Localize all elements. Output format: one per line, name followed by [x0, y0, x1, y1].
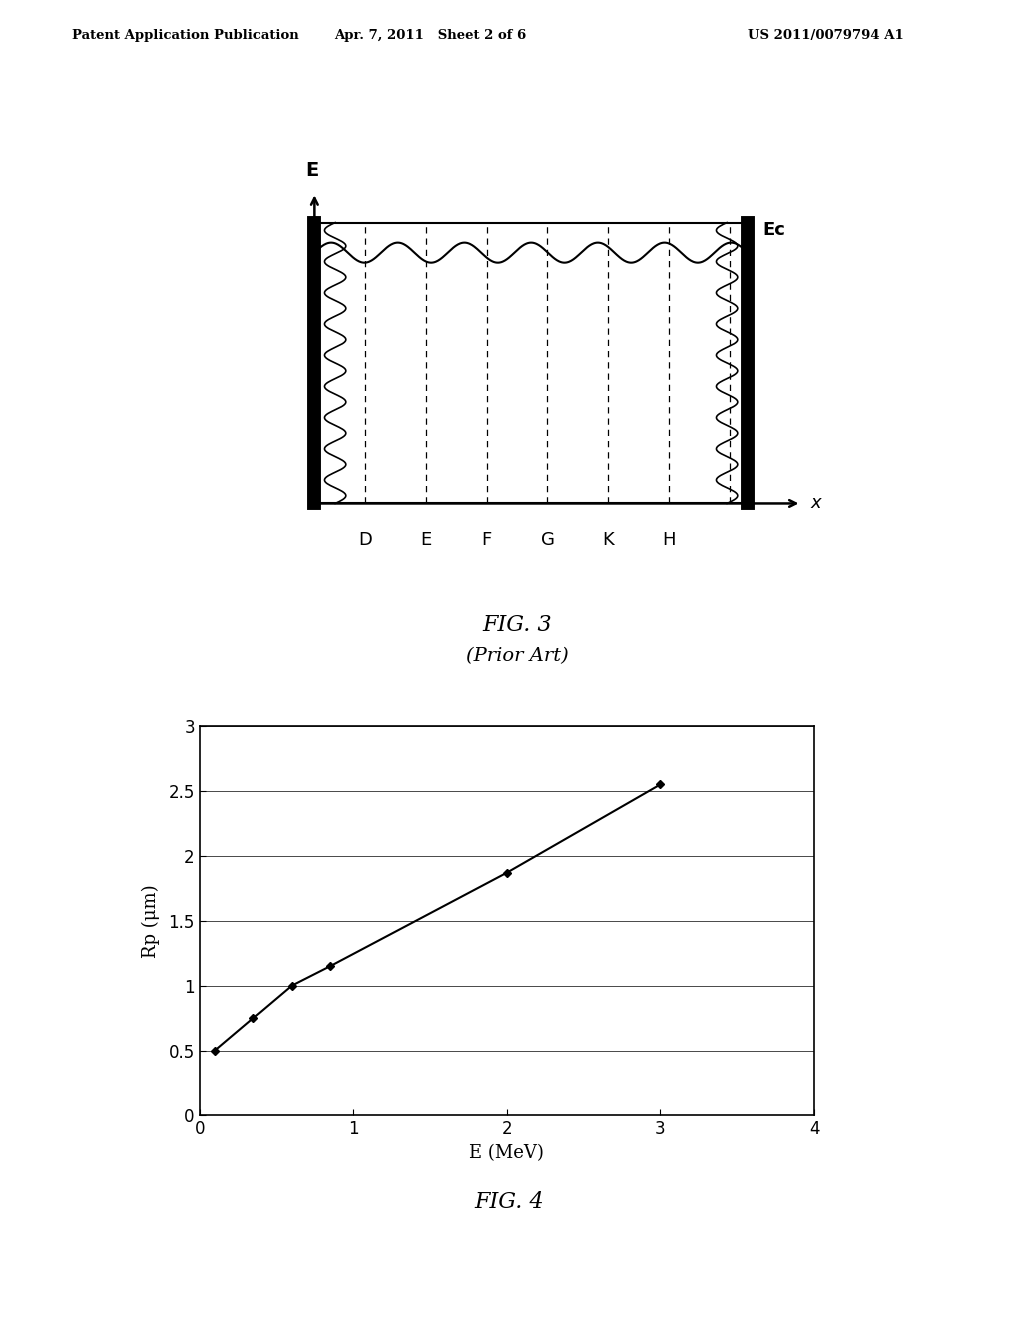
Text: US 2011/0079794 A1: US 2011/0079794 A1	[748, 29, 903, 42]
Text: Patent Application Publication: Patent Application Publication	[72, 29, 298, 42]
Y-axis label: Rp (μm): Rp (μm)	[142, 884, 160, 957]
Text: K: K	[602, 531, 614, 549]
Text: H: H	[663, 531, 676, 549]
Text: Ec: Ec	[763, 220, 785, 239]
Text: FIG. 3: FIG. 3	[482, 614, 552, 636]
Text: E: E	[305, 161, 318, 180]
X-axis label: E (MeV): E (MeV)	[469, 1144, 545, 1162]
Text: D: D	[358, 531, 372, 549]
Text: x: x	[810, 495, 821, 512]
Text: FIG. 4: FIG. 4	[474, 1191, 544, 1213]
Text: Apr. 7, 2011   Sheet 2 of 6: Apr. 7, 2011 Sheet 2 of 6	[334, 29, 526, 42]
Text: (Prior Art): (Prior Art)	[466, 647, 568, 665]
Text: F: F	[481, 531, 492, 549]
Text: G: G	[541, 531, 554, 549]
Text: E: E	[420, 531, 431, 549]
